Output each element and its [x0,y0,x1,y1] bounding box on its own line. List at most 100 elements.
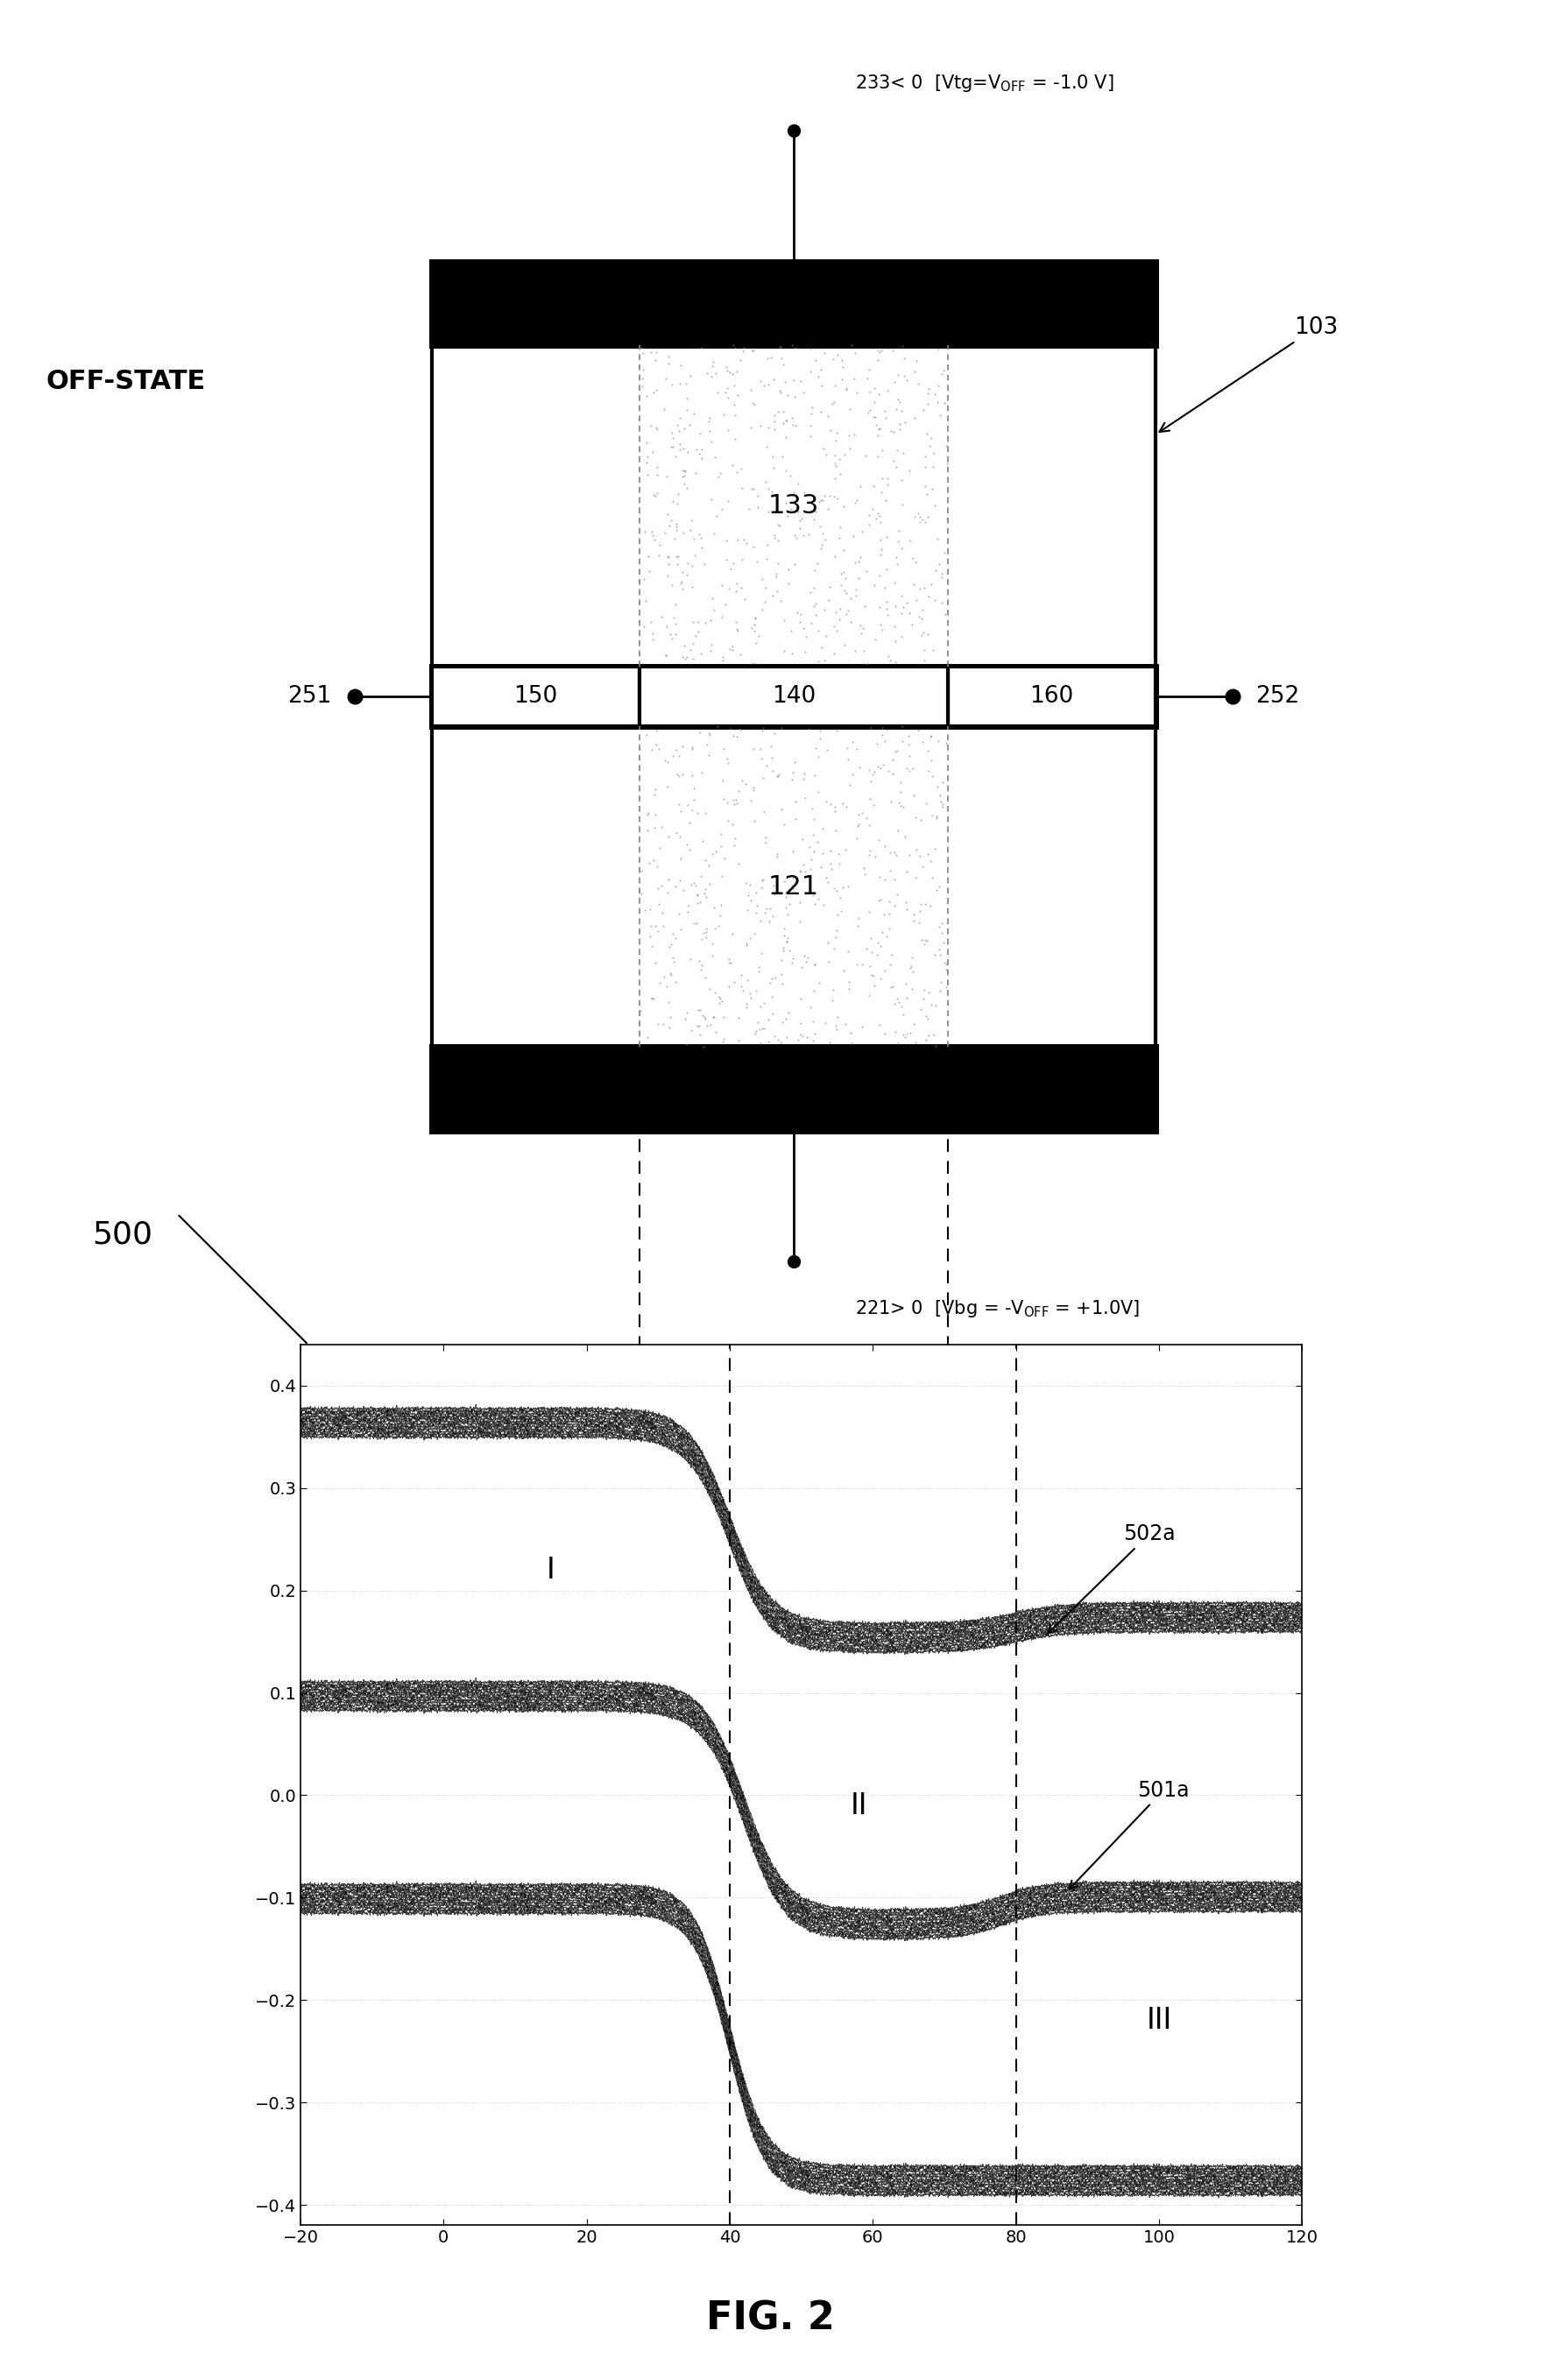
Point [675,785,700,823]
Point [717,483,741,521]
Point [706,374,730,412]
Point [655,607,680,645]
Point [767,328,792,367]
Point [632,559,656,597]
Point [791,1019,815,1057]
Point [724,716,749,754]
Point [723,419,747,457]
Point [760,897,784,935]
Point [912,643,937,681]
Point [641,840,666,878]
Point [835,728,860,766]
Point [738,866,763,904]
Point [837,740,861,778]
Point [888,774,912,812]
Point [755,428,780,466]
Point [752,895,777,933]
Point [877,883,901,921]
Point [761,866,786,904]
Point [735,890,760,928]
Point [807,719,832,757]
Point [783,378,807,416]
Point [877,909,901,947]
Point [863,621,888,659]
Point [698,971,723,1009]
Point [906,709,931,747]
Point [752,583,777,621]
Point [743,895,767,933]
Point [675,826,700,864]
Point [828,555,852,593]
Point [673,640,698,678]
Point [741,331,766,369]
Point [914,1021,938,1059]
Point [861,466,886,505]
Point [755,367,780,405]
Point [885,835,909,873]
Point [826,336,851,374]
Point [803,885,828,923]
Point [715,378,740,416]
Point [920,631,945,669]
Point [726,845,750,883]
Point [746,947,770,985]
Point [754,540,778,578]
Point [778,490,803,528]
Point [894,978,918,1016]
Point [900,938,925,976]
Point [681,626,706,664]
Point [738,409,763,447]
Point [889,619,914,657]
Point [687,714,712,752]
Point [934,945,959,983]
Point [693,793,718,831]
Point [889,486,914,524]
Point [883,985,908,1023]
Point [652,957,676,995]
Point [712,997,737,1035]
Point [630,333,655,371]
Point [689,952,713,990]
Point [889,462,914,500]
Point [686,883,710,921]
Point [826,895,851,933]
Point [629,852,653,890]
Point [647,828,672,866]
Point [669,564,693,602]
Point [667,738,692,776]
Bar [431,726,1156,1047]
Point [763,519,787,557]
Point [789,595,814,633]
Point [660,502,684,540]
Point [643,521,667,559]
Point [754,569,778,607]
Point [829,566,854,605]
Point [640,731,664,769]
Point [874,397,898,436]
Point [915,578,940,616]
Point [824,812,849,850]
Point [769,340,794,378]
Point [769,954,794,992]
Point [655,457,680,495]
Point [826,835,851,873]
Point [865,438,889,476]
Point [664,962,689,1000]
Point [781,474,806,512]
Point [868,333,892,371]
Point [815,862,840,900]
Point [664,407,689,445]
Point [664,754,689,793]
Point [909,800,934,838]
Point [647,885,672,923]
Text: 140: 140 [772,685,815,707]
Point [772,602,797,640]
Point [700,347,724,386]
Point [803,595,828,633]
Point [772,362,797,400]
Point [724,602,749,640]
Point [638,907,663,945]
Point [828,878,852,916]
Point [914,476,938,514]
Point [641,476,666,514]
